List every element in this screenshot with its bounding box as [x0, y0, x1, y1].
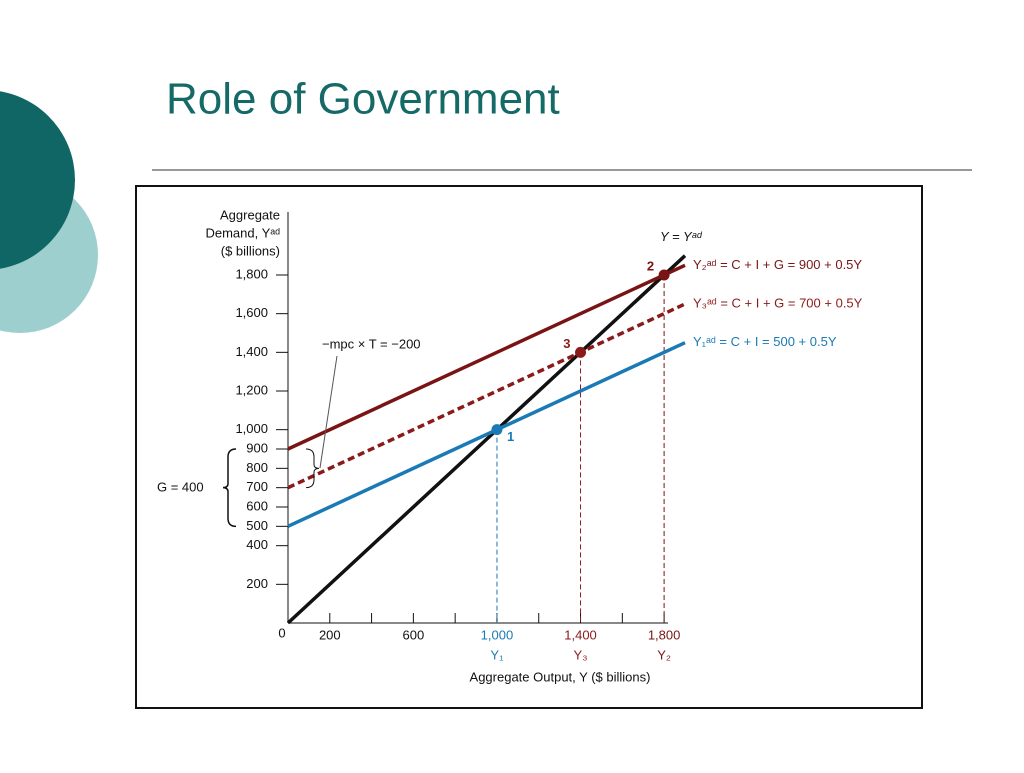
point-label: 2 [647, 258, 654, 273]
point-axis-label: Y₂ [657, 647, 671, 662]
brace [222, 448, 237, 528]
series-label: Y₂ᵃᵈ = C + I + G = 900 + 0.5Y [693, 257, 862, 272]
equilibrium-point [575, 346, 587, 358]
equilibrium-point [658, 269, 670, 281]
series-label: Y₃ᵃᵈ = C + I + G = 700 + 0.5Y [693, 295, 863, 310]
x-axis-label: Aggregate Output, Y ($ billions) [470, 669, 651, 684]
y-tick-label: 800 [246, 460, 268, 475]
x-tick-label: 1,000 [481, 627, 514, 642]
point-label: 3 [563, 336, 570, 351]
y-tick-label: 400 [246, 537, 268, 552]
brace [305, 448, 320, 489]
x-tick-label: 1,400 [564, 627, 597, 642]
y-axis-label: ($ billions) [221, 243, 280, 258]
y-axis-label: Demand, Yᵃᵈ [205, 225, 280, 240]
annotation: G = 400 [157, 479, 204, 494]
y-tick-label: 1,600 [235, 305, 268, 320]
series-label: Y₁ᵃᵈ = C + I = 500 + 0.5Y [693, 334, 837, 349]
series-label: Y = Yᵃᵈ [660, 229, 702, 244]
point-axis-label: Y₁ [490, 647, 504, 662]
decor-circle [0, 91, 75, 269]
y-tick-label: 700 [246, 479, 268, 494]
y-axis-label: Aggregate [220, 207, 280, 222]
series-line [286, 254, 687, 625]
chart: Aggregate Demand, Yᵃᵈ ($ billions) Aggregat… [157, 207, 863, 684]
y-tick-label: 600 [246, 498, 268, 513]
annotation-pointer [319, 355, 338, 469]
series-line [287, 263, 686, 451]
series-line [287, 302, 686, 490]
point-label: 1 [507, 429, 514, 444]
y-tick-label: 1,400 [235, 344, 268, 359]
y-tick-label: 900 [246, 440, 268, 455]
y-tick-label: 1,200 [235, 382, 268, 397]
x-tick-label: 1,800 [648, 627, 681, 642]
y-tick-label: 500 [246, 518, 268, 533]
y-tick-label: 1,000 [235, 421, 268, 436]
chart-frame [135, 185, 923, 709]
series-line [287, 341, 686, 528]
point-axis-label: Y₃ [574, 647, 588, 662]
equilibrium-point [491, 424, 503, 436]
x-tick-label: 200 [319, 627, 341, 642]
y-tick-label: 1,800 [235, 266, 268, 281]
x-tick-label: 600 [403, 627, 425, 642]
slide-title: Role of Government [166, 75, 560, 124]
origin-label: 0 [278, 625, 285, 640]
annotation: −mpc × T = −200 [322, 336, 421, 351]
y-tick-label: 200 [246, 576, 268, 591]
